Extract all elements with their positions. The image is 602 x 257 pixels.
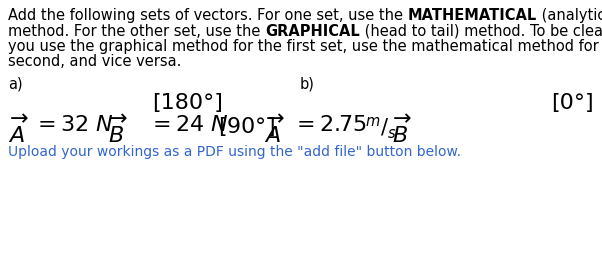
Text: Add the following sets of vectors. For one set, use the: Add the following sets of vectors. For o… — [8, 8, 408, 23]
Text: you use the graphical method for the first set, use the mathematical method for : you use the graphical method for the fir… — [8, 39, 602, 54]
Text: [180°]: [180°] — [152, 93, 223, 113]
Text: $\overrightarrow{B}$: $\overrightarrow{B}$ — [108, 115, 128, 147]
Text: a): a) — [8, 76, 23, 91]
Text: second, and vice versa.: second, and vice versa. — [8, 54, 181, 69]
Text: $\overrightarrow{A}$: $\overrightarrow{A}$ — [264, 115, 285, 147]
Text: $= 32\ N$: $= 32\ N$ — [33, 115, 114, 135]
Text: $\overrightarrow{B}$: $\overrightarrow{B}$ — [392, 115, 412, 147]
Text: $\overrightarrow{A}$: $\overrightarrow{A}$ — [8, 115, 29, 147]
Text: method. For the other set, use the: method. For the other set, use the — [8, 23, 265, 39]
Text: GRAPHICAL: GRAPHICAL — [265, 23, 360, 39]
Text: [0°]: [0°] — [551, 93, 594, 113]
Text: b): b) — [300, 76, 315, 91]
Text: $[90°]$: $[90°]$ — [218, 115, 275, 138]
Text: $= 24\ N$: $= 24\ N$ — [148, 115, 229, 135]
Text: $= 2.75$: $= 2.75$ — [292, 115, 367, 135]
Text: $^{m}/_{s}$: $^{m}/_{s}$ — [365, 115, 397, 141]
Text: (analytical): (analytical) — [537, 8, 602, 23]
Text: MATHEMATICAL: MATHEMATICAL — [408, 8, 537, 23]
Text: (head to tail) method. To be clear, if: (head to tail) method. To be clear, if — [360, 23, 602, 39]
Text: Upload your workings as a PDF using the "add file" button below.: Upload your workings as a PDF using the … — [8, 145, 461, 159]
